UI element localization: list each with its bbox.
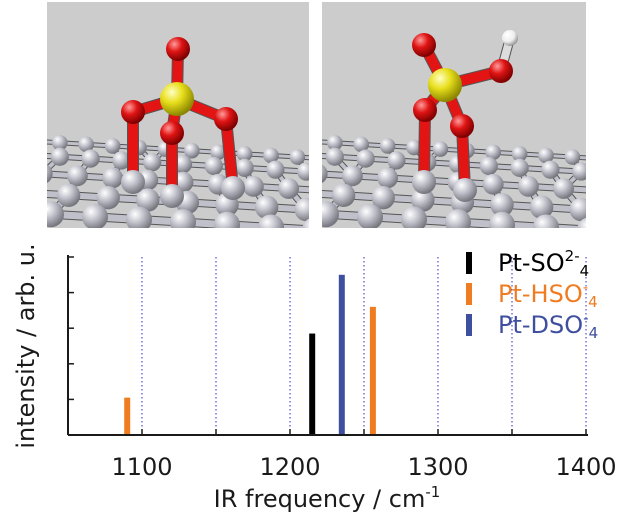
legend-entry-0: Pt-SO2-4: [498, 247, 589, 280]
legend-entry-1: Pt-HSO-4: [498, 278, 598, 311]
x-tick-label-1300: 1300: [407, 453, 468, 481]
platinum-surface-right: [322, 134, 586, 228]
axes: [67, 255, 588, 436]
legend-swatch-1: [466, 283, 472, 305]
structure-panel-hso4: [322, 2, 586, 228]
sulfate-molecule: [121, 37, 245, 208]
bar-series0-1215: [309, 333, 316, 435]
x-tick-label-1200: 1200: [259, 453, 320, 481]
bars: [124, 274, 376, 435]
y-axis-label: intensity / arb. u.: [12, 243, 40, 448]
structure-panel-so4: [47, 2, 309, 228]
x-axis-label: IR frequency / cm-1: [214, 483, 441, 513]
bar-series1-1256: [369, 306, 376, 435]
chart: 1100 1200 1300 1400 intensity / arb. u. IR …: [12, 243, 617, 513]
legend-swatch-2: [466, 314, 472, 336]
bar-series2-1235: [338, 274, 345, 435]
legend-swatch-0: [466, 252, 472, 274]
x-axis-label-main: IR frequency / cm: [214, 485, 426, 513]
bar-series1-1090: [124, 397, 131, 435]
x-tick-labels: 1100 1200 1300 1400: [111, 453, 616, 481]
legend: Pt-SO2-4Pt-HSO-4Pt-DSO-4: [466, 247, 598, 342]
x-tick-label-1400: 1400: [555, 453, 616, 481]
legend-entry-2: Pt-DSO-4: [498, 309, 598, 342]
x-tick-label-1100: 1100: [111, 453, 172, 481]
bisulfate-molecule: [412, 30, 518, 202]
x-axis-label-superscript: -1: [425, 483, 440, 501]
